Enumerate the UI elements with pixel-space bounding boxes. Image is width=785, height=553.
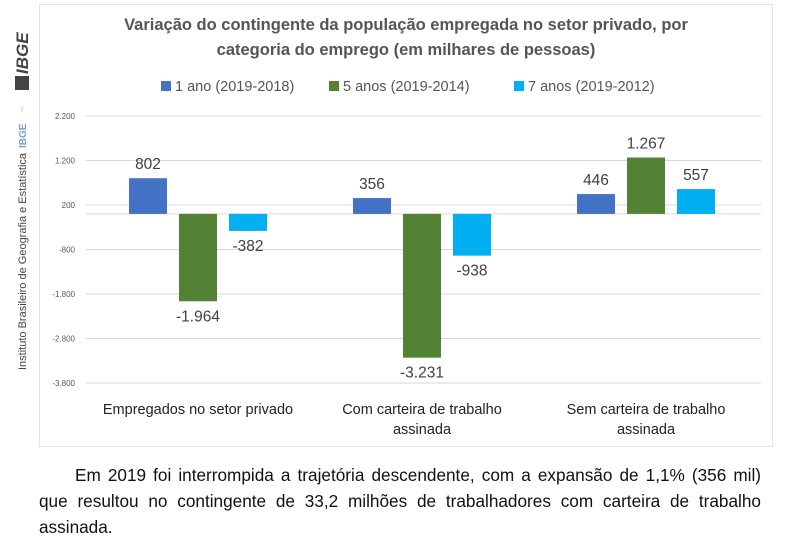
data-label: 446 [583, 172, 609, 189]
data-label: 557 [683, 167, 709, 184]
category-label: Empregados no setor privado [103, 402, 293, 418]
chart-container: Variação do contingente da população emp… [39, 4, 773, 447]
bar-chart: Variação do contingente da população emp… [52, 16, 761, 438]
legend-label: 5 anos (2019-2014) [343, 79, 470, 95]
data-label: -382 [232, 238, 263, 255]
y-tick-label: 1.200 [55, 157, 76, 166]
body-paragraph: Em 2019 foi interrompida a trajetória de… [39, 465, 761, 537]
svg-text:IBGE: IBGE [13, 32, 32, 74]
bar [129, 178, 167, 214]
data-label: -1.964 [176, 308, 220, 325]
bar [453, 213, 491, 256]
bar [229, 213, 267, 231]
bar [403, 213, 441, 358]
bar [627, 157, 665, 214]
category-label: Sem carteira de trabalho [567, 402, 726, 418]
y-tick-label: 2.200 [55, 112, 76, 121]
chart-title-line2: categoria do emprego (em milhares de pes… [217, 41, 596, 59]
y-tick-label: 200 [62, 201, 76, 210]
ibge-logo: IBGE [13, 32, 32, 90]
bar [353, 198, 391, 214]
data-label: -938 [456, 263, 487, 280]
bar [577, 194, 615, 214]
ibge-branding: IBGE Instituto Brasileiro de Geografia e… [13, 32, 32, 370]
category-label: assinada [393, 422, 452, 438]
data-label: 356 [359, 176, 385, 193]
ibge-logo-mark-icon [15, 76, 29, 90]
y-tick-label: -3.800 [52, 379, 75, 388]
category-label: assinada [617, 422, 676, 438]
bar [677, 189, 715, 214]
y-tick-label: -1.800 [52, 290, 75, 299]
data-label: -3.231 [400, 365, 444, 382]
y-tick-label: -2.800 [52, 335, 75, 344]
category-label: Com carteira de trabalho [342, 402, 502, 418]
legend: 1 ano (2019-2018) 5 anos (2019-2014) 7 ano… [161, 79, 655, 95]
bars: 802 -1.964 -382 356 -3.231 -938 446 1.267 557 [129, 136, 715, 382]
category-labels: Empregados no setor privado Com carteira … [103, 402, 726, 438]
bar [179, 213, 217, 302]
data-label: 1.267 [627, 136, 666, 153]
legend-swatch [514, 81, 524, 91]
legend-swatch [161, 81, 171, 91]
chart-title-line1: Variação do contingente da população emp… [124, 16, 688, 34]
y-tick-label: -800 [59, 246, 76, 255]
data-label: 802 [135, 156, 161, 173]
institute-name: Instituto Brasileiro de Geografia e Esta… [17, 152, 29, 370]
ibge-sidebar: IBGE Instituto Brasileiro de Geografia e… [0, 0, 38, 400]
legend-swatch [329, 81, 339, 91]
legend-label: 1 ano (2019-2018) [175, 79, 294, 95]
legend-label: 7 anos (2019-2012) [528, 79, 655, 95]
ibge-tag: IBGE [18, 123, 29, 148]
